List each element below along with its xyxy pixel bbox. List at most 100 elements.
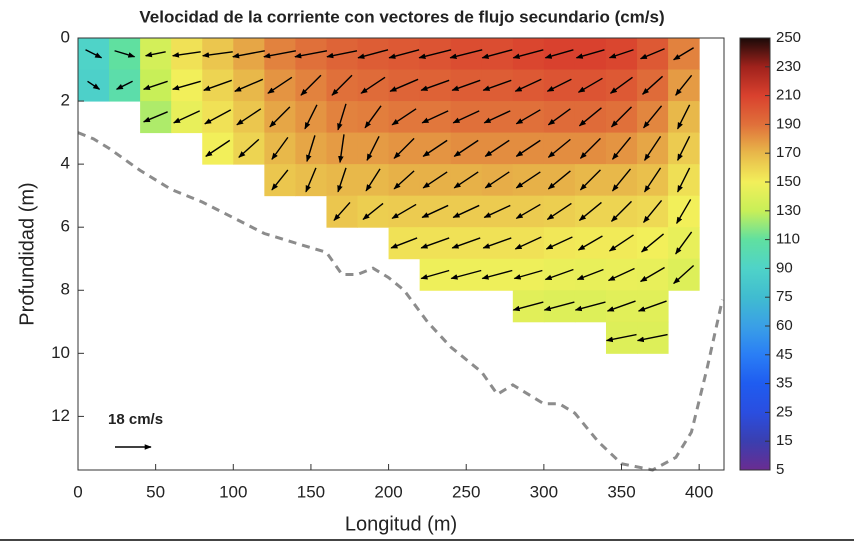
flow-vector: [173, 110, 200, 124]
flow-vector: [142, 80, 168, 90]
flow-vector: [85, 49, 103, 59]
colorbar-tick-label: 75: [776, 288, 793, 305]
reference-label: 18 cm/s: [108, 411, 163, 428]
flow-vector: [393, 137, 415, 159]
flow-vector: [643, 135, 662, 161]
flow-vector: [673, 47, 694, 61]
flow-vector: [263, 50, 297, 59]
flow-vector: [639, 266, 665, 283]
flow-vector: [422, 139, 448, 157]
flow-vector: [481, 269, 513, 280]
colorbar-tick-label: 5: [776, 461, 784, 478]
flow-vector: [675, 231, 693, 255]
flow-vector: [357, 49, 389, 59]
flow-vector: [393, 170, 415, 190]
flow-vector: [294, 50, 328, 59]
flow-vector: [512, 301, 544, 312]
colorbar-tick-label: 130: [776, 202, 801, 219]
y-tick-label: 0: [61, 27, 70, 46]
x-tick-label: 300: [530, 482, 558, 501]
colorbar-tick-label: 110: [776, 231, 800, 248]
flow-vector: [611, 136, 632, 160]
plot-frame: [77, 37, 725, 471]
flow-vector: [676, 167, 691, 193]
flow-vector: [515, 171, 541, 189]
flow-vector: [578, 201, 602, 221]
flow-vector: [547, 170, 571, 190]
flow-vector: [484, 171, 510, 189]
flow-vector: [364, 105, 382, 129]
flow-vector: [513, 269, 543, 280]
flow-vector: [305, 167, 317, 193]
flow-vector: [338, 134, 345, 164]
flow-vector: [331, 74, 353, 96]
flow-vector: [543, 301, 575, 312]
flow-vector: [574, 301, 606, 312]
flow-vector: [609, 76, 633, 94]
flow-vector: [643, 199, 663, 223]
flow-vector: [87, 80, 101, 90]
flow-vector: [366, 136, 380, 161]
flow-vector: [676, 136, 691, 161]
flow-vector: [452, 110, 480, 124]
flow-vector: [421, 204, 449, 219]
flow-vector: [420, 79, 450, 91]
flow-vector: [579, 169, 601, 191]
flow-vector: [611, 200, 633, 222]
flow-vector: [202, 51, 233, 58]
flow-vector: [544, 49, 574, 59]
colorbar-tick-label: 45: [776, 346, 793, 363]
y-tick-label: 6: [61, 217, 70, 236]
flow-vector: [420, 269, 450, 280]
flow-vector: [333, 201, 351, 221]
flow-vector: [365, 168, 381, 192]
flow-vector: [420, 237, 450, 249]
flow-vector: [547, 138, 571, 158]
flow-vector: [546, 78, 572, 92]
flow-vector: [306, 135, 316, 163]
flow-vector: [676, 104, 691, 130]
flow-vector: [172, 80, 201, 91]
y-axis-label: Profundidad (m): [16, 182, 38, 325]
flow-vector: [115, 80, 133, 90]
flow-vector: [544, 268, 574, 281]
colorbar-tick-label: 15: [776, 432, 793, 449]
flow-vector: [234, 78, 264, 92]
flow-vector: [482, 79, 512, 91]
flow-vector: [514, 236, 542, 250]
flow-vector: [482, 237, 512, 249]
flow-vector: [642, 75, 664, 95]
flow-vector: [389, 78, 419, 92]
flow-vector: [271, 136, 289, 160]
flow-vector: [391, 203, 417, 220]
x-axis-label: Longitud (m): [345, 513, 457, 535]
flow-vector: [611, 106, 633, 128]
flow-vector: [204, 109, 232, 125]
flow-vector: [269, 106, 291, 128]
colorbar-tick-label: 60: [776, 317, 793, 334]
colorbar-tick-label: 190: [776, 115, 801, 132]
y-tick-label: 4: [61, 154, 70, 173]
flow-vector: [546, 202, 572, 221]
x-tick-label: 400: [685, 482, 713, 501]
flow-vector: [643, 105, 663, 129]
flow-vector: [271, 169, 289, 191]
flow-vector: [362, 202, 384, 220]
flow-vector: [636, 333, 668, 343]
flow-vector: [675, 74, 693, 96]
flow-vector: [639, 48, 665, 60]
y-tick-label: 12: [51, 406, 70, 425]
flow-vector: [232, 50, 265, 59]
y-tick-label: 2: [61, 91, 70, 110]
x-tick-label: 100: [219, 482, 247, 501]
flow-vector: [142, 111, 168, 123]
flow-vector: [418, 49, 452, 59]
flow-vector: [453, 139, 479, 157]
flow-vector: [576, 268, 604, 281]
colorbar-tick-label: 170: [776, 144, 801, 161]
colorbar-tick-label: 35: [776, 375, 793, 392]
flow-vector: [300, 74, 322, 96]
colorbar-tick-label: 25: [776, 403, 793, 420]
flow-vector: [484, 139, 510, 157]
flow-vector: [641, 233, 665, 253]
